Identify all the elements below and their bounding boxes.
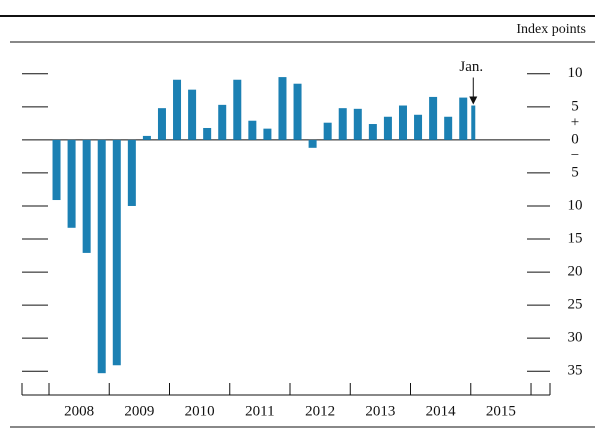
bar [173, 79, 182, 140]
bar [248, 120, 257, 140]
bar [278, 77, 287, 140]
bar [112, 139, 121, 366]
bar [157, 108, 166, 140]
x-tick-label: 2012 [305, 403, 335, 419]
bar [414, 114, 423, 140]
y-tick-label: 30 [568, 330, 583, 346]
minus-sign: − [571, 147, 579, 163]
bar [323, 122, 332, 140]
bar [353, 108, 362, 140]
y-tick-label: 35 [568, 363, 583, 379]
bar [338, 108, 347, 140]
bar [67, 139, 76, 228]
bar [459, 97, 468, 140]
y-tick-label: 5 [571, 98, 579, 114]
bar [398, 105, 407, 140]
bar [368, 124, 377, 140]
bar [233, 79, 242, 140]
bar [308, 139, 317, 148]
bar [188, 89, 197, 140]
x-tick-label: 2008 [64, 403, 94, 419]
y-tick-label: 10 [568, 197, 583, 213]
bar [52, 139, 61, 201]
x-tick-label: 2011 [245, 403, 274, 419]
bar [127, 139, 136, 206]
bar [429, 96, 438, 140]
annotation: Jan. [459, 59, 483, 75]
y-tick-label: 15 [568, 230, 583, 246]
y-tick-label: 0 [571, 131, 579, 147]
bar [383, 116, 392, 140]
bar [263, 128, 272, 140]
y-tick-label: 20 [568, 264, 583, 280]
x-tick-label: 2015 [486, 403, 516, 419]
unit-label: Index points [516, 22, 586, 37]
bar [203, 127, 212, 140]
bar [293, 83, 302, 140]
bar [218, 104, 227, 140]
x-tick-label: 2014 [426, 403, 457, 419]
y-tick-label: 25 [568, 297, 583, 313]
bar [97, 139, 106, 374]
x-tick-label: 2009 [124, 403, 154, 419]
bar [471, 105, 476, 140]
x-tick-label: 2013 [365, 403, 395, 419]
annotation-arrowhead [469, 96, 478, 105]
y-tick-label: 10 [568, 65, 583, 81]
y-tick-label: 5 [571, 164, 579, 180]
bar [82, 139, 91, 253]
x-tick-label: 2010 [185, 403, 215, 419]
plus-sign: + [571, 114, 579, 130]
bar [444, 116, 453, 140]
bar [142, 135, 151, 140]
